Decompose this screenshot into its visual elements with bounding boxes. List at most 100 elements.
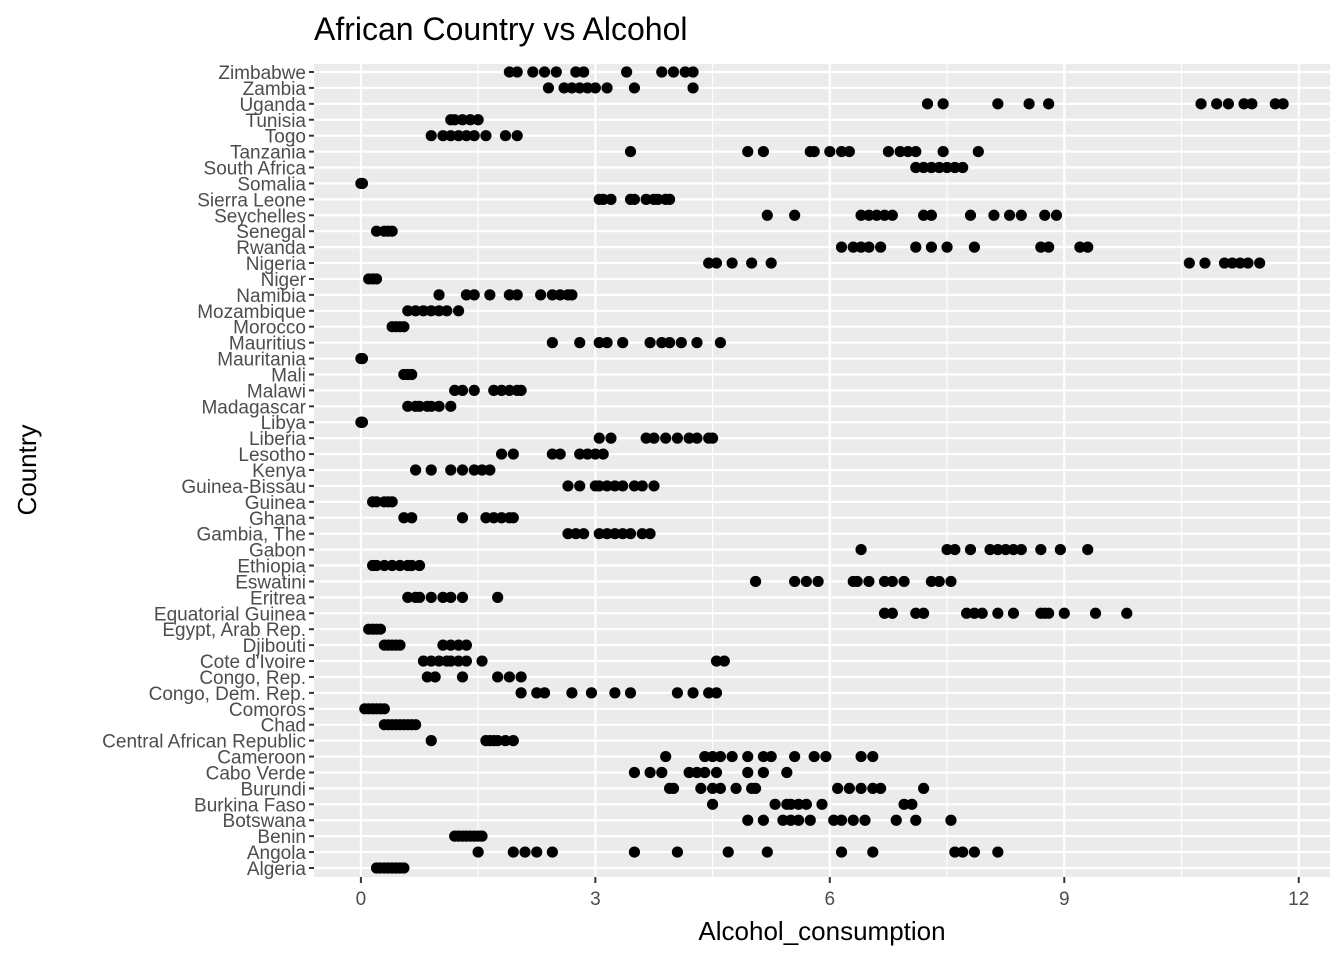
data-point — [812, 575, 824, 588]
data-point — [789, 750, 801, 763]
data-point — [421, 671, 433, 683]
data-point — [644, 766, 656, 779]
data-point — [460, 655, 472, 667]
data-point — [667, 66, 680, 78]
data-point — [456, 671, 469, 683]
data-point — [406, 559, 418, 572]
data-point — [370, 225, 383, 237]
data-point — [488, 512, 500, 524]
data-point — [1211, 98, 1223, 110]
data-point — [456, 591, 469, 603]
y-tick-label: Gambia, The — [197, 525, 306, 546]
y-tick-label: Botswana — [223, 811, 307, 832]
data-point — [910, 241, 922, 253]
y-tick-label: Central African Republic — [102, 732, 306, 753]
data-point — [452, 305, 465, 317]
data-point — [499, 130, 512, 142]
data-point — [507, 846, 519, 858]
data-point — [507, 512, 519, 524]
data-point — [554, 448, 566, 460]
data-point — [761, 209, 773, 221]
x-axis: 0 3 6 9 12 — [356, 877, 1309, 910]
data-point — [386, 496, 398, 508]
data-point — [1035, 544, 1047, 556]
y-tick-label: Cote d'Ivoire — [200, 652, 306, 673]
data-point — [960, 607, 973, 619]
data-point — [792, 814, 805, 826]
data-point — [875, 241, 887, 253]
data-point — [460, 289, 472, 301]
data-point — [683, 766, 695, 779]
data-point — [624, 687, 637, 699]
data-point — [1226, 257, 1238, 269]
data-point — [402, 305, 414, 317]
data-point — [566, 687, 578, 699]
data-point — [855, 241, 867, 253]
data-point — [964, 209, 977, 221]
data-point — [476, 655, 488, 667]
data-point — [781, 766, 793, 779]
data-point — [425, 655, 437, 667]
data-point — [562, 528, 574, 540]
data-point — [933, 575, 945, 588]
data-point — [949, 161, 961, 174]
data-point — [433, 289, 445, 301]
data-point — [867, 846, 879, 858]
data-point — [949, 544, 961, 556]
y-tick-label: Nigeria — [246, 254, 307, 275]
data-point — [488, 384, 500, 396]
y-tick-label: Eritrea — [250, 588, 306, 609]
data-point — [370, 273, 383, 285]
data-point — [546, 337, 558, 349]
data-point — [714, 337, 727, 349]
data-point — [964, 544, 977, 556]
data-point — [503, 289, 515, 301]
data-point — [640, 193, 652, 205]
data-point — [785, 798, 797, 810]
data-point — [394, 639, 406, 651]
data-point — [1269, 98, 1281, 110]
data-point — [495, 448, 508, 460]
data-point — [460, 639, 472, 651]
data-point — [581, 82, 594, 94]
data-point — [468, 384, 480, 396]
data-point — [410, 719, 422, 731]
data-point — [1043, 98, 1055, 110]
data-point — [1043, 607, 1055, 619]
data-point — [706, 432, 719, 444]
data-point — [433, 655, 445, 667]
data-point — [800, 575, 812, 588]
y-axis-title: Country — [12, 424, 42, 515]
data-point — [757, 766, 769, 779]
data-point — [722, 846, 734, 858]
data-point — [863, 209, 875, 221]
data-point — [511, 66, 523, 78]
data-point — [609, 687, 621, 699]
data-point — [578, 66, 590, 78]
data-point — [984, 544, 996, 556]
y-tick-label: Congo, Dem. Rep. — [149, 684, 306, 705]
data-point — [413, 591, 426, 603]
data-point — [968, 607, 981, 619]
data-point — [992, 544, 1004, 556]
data-point — [710, 766, 723, 779]
y-tick-label: Tanzania — [230, 143, 306, 164]
data-point — [456, 114, 469, 126]
data-point — [566, 289, 578, 301]
data-point — [761, 846, 773, 858]
data-point — [906, 798, 918, 810]
y-tick-label: Mozambique — [197, 302, 306, 323]
data-point — [456, 464, 469, 476]
data-point — [894, 146, 906, 158]
y-tick-label: Algeria — [247, 859, 307, 880]
data-point — [519, 846, 531, 858]
data-point — [449, 384, 461, 396]
data-point — [413, 400, 426, 412]
data-point — [456, 512, 469, 524]
data-point — [402, 400, 414, 412]
data-point — [398, 512, 410, 524]
y-tick-label: South Africa — [204, 159, 307, 180]
data-point — [804, 814, 816, 826]
data-point — [1015, 544, 1027, 556]
data-point — [792, 798, 805, 810]
